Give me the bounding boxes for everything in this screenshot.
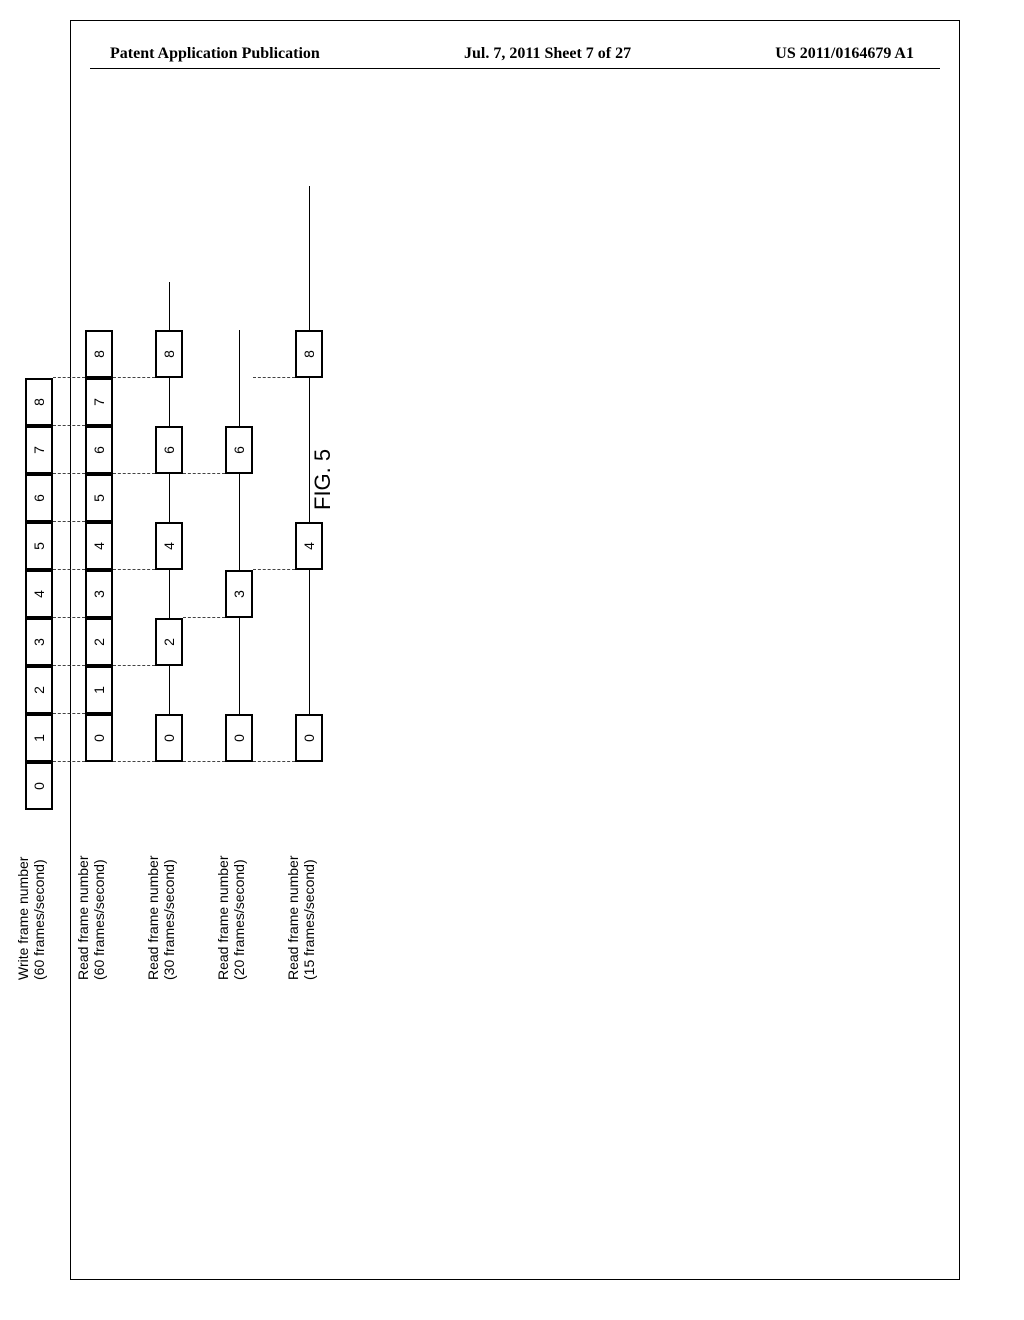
- dashed-connector: [253, 569, 295, 570]
- frame-box: 4: [295, 522, 323, 570]
- header-rule: [90, 68, 940, 69]
- dashed-connector: [113, 569, 155, 570]
- connector-line: [309, 378, 310, 522]
- frame-box: 4: [25, 570, 53, 618]
- frame-box: 4: [85, 522, 113, 570]
- dashed-connector: [113, 473, 155, 474]
- frame-box: 6: [25, 474, 53, 522]
- frame-box: 7: [25, 426, 53, 474]
- header-center: Jul. 7, 2011 Sheet 7 of 27: [464, 45, 631, 63]
- row-label: Read frame number(15 frames/second): [285, 820, 317, 980]
- frame-box: 3: [25, 618, 53, 666]
- header-right: US 2011/0164679 A1: [775, 45, 914, 63]
- frame-box: 0: [295, 714, 323, 762]
- frame-box: 0: [25, 762, 53, 810]
- page-header: Patent Application Publication Jul. 7, 2…: [0, 45, 1024, 63]
- frame-box: 0: [85, 714, 113, 762]
- connector-line: [309, 186, 310, 330]
- dashed-connector: [183, 761, 225, 762]
- dashed-connector: [183, 473, 225, 474]
- header-left: Patent Application Publication: [110, 45, 320, 63]
- connector-line: [239, 618, 240, 714]
- frame-box: 8: [155, 330, 183, 378]
- connector-line: [169, 282, 170, 330]
- dashed-connector: [53, 425, 85, 426]
- frame-box: 6: [155, 426, 183, 474]
- dashed-connector: [53, 713, 85, 714]
- dashed-connector: [253, 761, 295, 762]
- frame-box: 2: [155, 618, 183, 666]
- frame-box: 2: [25, 666, 53, 714]
- frame-box: 3: [85, 570, 113, 618]
- connector-line: [239, 474, 240, 570]
- timing-diagram: Write frame number(60 frames/second)0123…: [15, 315, 895, 965]
- frame-box: 2: [85, 618, 113, 666]
- frame-box: 1: [85, 666, 113, 714]
- row-label: Write frame number(60 frames/second): [15, 820, 47, 980]
- frame-box: 6: [225, 426, 253, 474]
- frame-box: 0: [225, 714, 253, 762]
- dashed-connector: [183, 617, 225, 618]
- frame-box: 8: [295, 330, 323, 378]
- dashed-connector: [53, 569, 85, 570]
- frame-box: 5: [85, 474, 113, 522]
- frame-box: 8: [85, 330, 113, 378]
- connector-line: [169, 666, 170, 714]
- frame-box: 3: [225, 570, 253, 618]
- dashed-connector: [53, 761, 85, 762]
- dashed-connector: [53, 617, 85, 618]
- connector-line: [309, 570, 310, 714]
- frame-box: 6: [85, 426, 113, 474]
- dashed-connector: [113, 761, 155, 762]
- dashed-connector: [53, 521, 85, 522]
- frame-box: 5: [25, 522, 53, 570]
- connector-line: [169, 378, 170, 426]
- frame-box: 4: [155, 522, 183, 570]
- frame-box: 0: [155, 714, 183, 762]
- connector-line: [169, 474, 170, 522]
- dashed-connector: [53, 473, 85, 474]
- frame-box: 8: [25, 378, 53, 426]
- dashed-connector: [113, 377, 155, 378]
- connector-line: [239, 330, 240, 426]
- dashed-connector: [113, 665, 155, 666]
- row-label: Read frame number(20 frames/second): [215, 820, 247, 980]
- row-label: Read frame number(30 frames/second): [145, 820, 177, 980]
- dashed-connector: [53, 665, 85, 666]
- dashed-connector: [53, 377, 85, 378]
- dashed-connector: [253, 377, 295, 378]
- connector-line: [169, 570, 170, 618]
- row-label: Read frame number(60 frames/second): [75, 820, 107, 980]
- frame-box: 7: [85, 378, 113, 426]
- frame-box: 1: [25, 714, 53, 762]
